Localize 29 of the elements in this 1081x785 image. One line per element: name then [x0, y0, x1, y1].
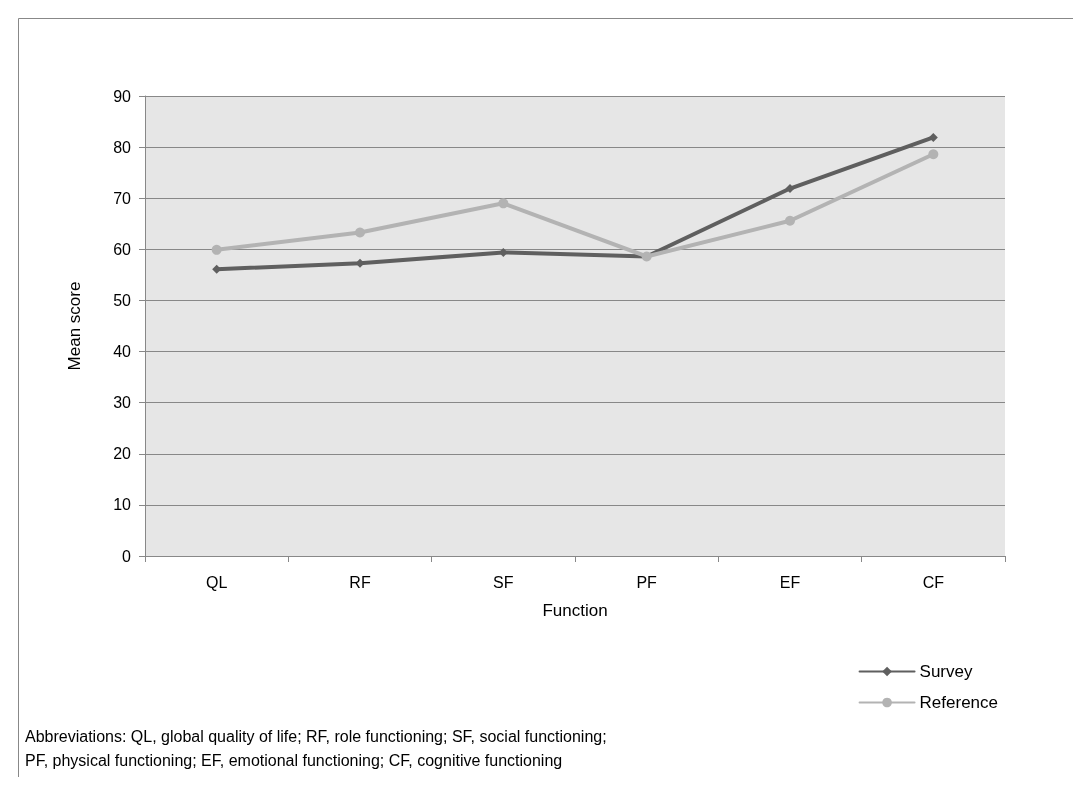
y-tick-label: 80	[113, 138, 132, 156]
point	[928, 132, 938, 142]
y-tick-label: 60	[113, 240, 132, 258]
text: Abbreviations: QL, global quality of life; RF, role functioning; SF, social functioning;	[25, 727, 607, 745]
x-tick-label: PF	[636, 573, 658, 591]
x-tick-label: CF	[922, 573, 945, 591]
point	[498, 198, 509, 209]
point	[785, 184, 795, 194]
y-tick-label: 90	[113, 87, 132, 105]
point	[928, 149, 939, 160]
x-axis-title: Function	[542, 601, 608, 620]
y-tick-label: 0	[122, 547, 132, 565]
y-tick-label: 70	[113, 189, 132, 207]
y-tick-label: 10	[113, 496, 132, 514]
legend-label: Reference	[919, 693, 998, 712]
y-tick-label: 30	[113, 394, 132, 412]
x-tick-label: EF	[779, 573, 801, 591]
x-tick-label: RF	[349, 573, 371, 591]
point	[785, 215, 795, 226]
point	[355, 227, 365, 238]
x-tick-label: SF	[493, 573, 514, 591]
legend-label: Survey	[919, 662, 973, 681]
point	[211, 244, 222, 255]
y-tick-label: 50	[113, 291, 132, 309]
y-axis-title: Mean score	[65, 281, 84, 371]
text: PF, physical functioning; EF, emotional functioning; CF, cognitive functioning	[25, 751, 563, 769]
x-tick-label: QL	[205, 573, 228, 591]
y-tick-label: 20	[113, 445, 132, 463]
y-tick-label: 40	[113, 343, 132, 361]
